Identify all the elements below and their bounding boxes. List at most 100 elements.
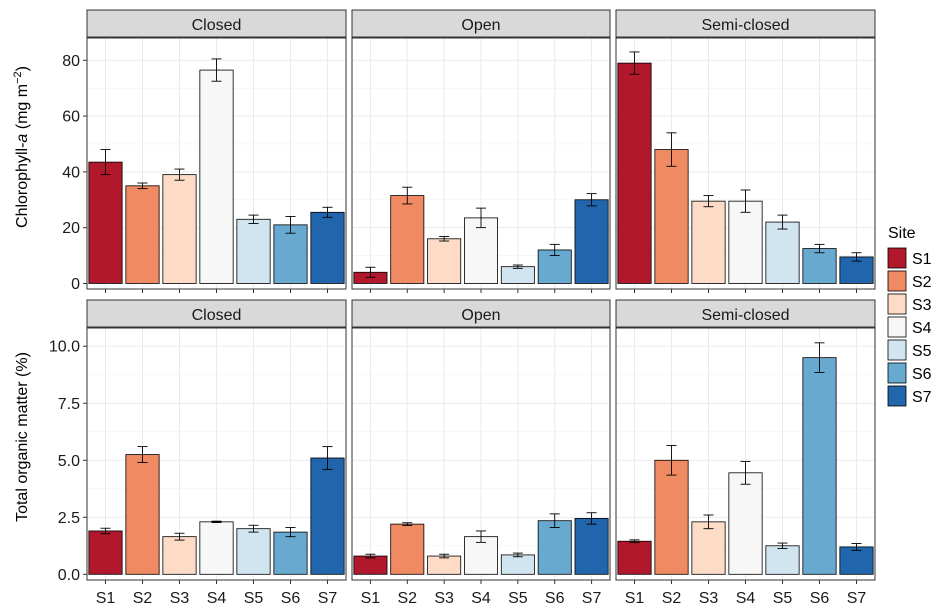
y-axis-title-chlorophyll: Chlorophyll-a (mg m−2) — [12, 66, 31, 228]
x-tick-label: S3 — [434, 590, 454, 607]
bar-S3 — [691, 521, 726, 575]
bar-S5 — [765, 545, 800, 575]
bar-S2 — [390, 523, 425, 575]
bar-S6 — [273, 224, 308, 284]
facet-strip — [351, 9, 611, 38]
bar-S6 — [273, 531, 308, 575]
bar-S4 — [199, 521, 234, 575]
panel-0-1: Open — [351, 9, 611, 293]
y-axis-title-unit: (mg m — [14, 84, 31, 134]
legend-label-S7: S7 — [912, 389, 932, 406]
legend-label-S5: S5 — [912, 343, 932, 360]
bar-S7 — [574, 518, 609, 575]
bar-S3 — [691, 200, 726, 284]
y-tick-label: 5.0 — [58, 453, 80, 470]
legend-title: Site — [888, 225, 916, 242]
bar-S6 — [802, 357, 837, 575]
y-tick-label: 10.0 — [49, 339, 80, 356]
x-tick-label: S7 — [318, 590, 338, 607]
bar-S1 — [617, 62, 652, 284]
bar-S1 — [617, 540, 652, 575]
bar-S2 — [125, 185, 160, 284]
x-tick-label: S4 — [207, 590, 227, 607]
bar-S5 — [500, 554, 535, 575]
facet-strip — [615, 9, 876, 38]
x-tick-label: S5 — [773, 590, 793, 607]
bar-S6 — [802, 248, 837, 284]
panel-1-0: Closed 0.0 2.5 5.0 7.5 10.0 S1 S2 S3 S4 S5 S6 S7 — [49, 299, 347, 607]
x-tick-label: S3 — [699, 590, 719, 607]
y-axis-title-close: ) — [14, 66, 31, 71]
facet-strip-label: Closed — [192, 307, 242, 324]
x-tick-label: S4 — [471, 590, 491, 607]
legend-key-S4 — [887, 316, 907, 338]
x-tick-label: S1 — [625, 590, 645, 607]
bar-S3 — [162, 536, 197, 575]
y-axis-title-italic: a — [14, 134, 31, 143]
bar-S1 — [88, 530, 123, 575]
bar-S4 — [464, 217, 498, 284]
x-tick-label: S3 — [170, 590, 190, 607]
y-tick-label: 40 — [62, 164, 80, 181]
y-tick-label: 7.5 — [58, 396, 80, 413]
legend-key-S7 — [887, 385, 907, 407]
legend: Site S1 S2 S3 S4 S5 S6 S7 — [887, 225, 932, 407]
x-tick-label: S1 — [96, 590, 116, 607]
facet-strip — [351, 299, 611, 328]
legend-key-S6 — [887, 362, 907, 384]
y-axis-title-superscript: −2 — [12, 71, 24, 84]
facet-strip-label: Semi-closed — [701, 307, 789, 324]
bar-S5 — [765, 221, 800, 284]
x-tick-label: S7 — [847, 590, 867, 607]
bar-S2 — [125, 454, 160, 575]
bar-S7 — [310, 211, 345, 284]
x-tick-label: S2 — [662, 590, 682, 607]
legend-items: S1 S2 S3 S4 S5 S6 S7 — [887, 247, 932, 407]
bar-S6 — [537, 520, 572, 575]
x-tick-label: S4 — [736, 590, 756, 607]
x-tick-label: S7 — [582, 590, 602, 607]
facet-strip — [615, 299, 876, 328]
x-tick-label: S6 — [545, 590, 565, 607]
bar-S2 — [654, 459, 689, 575]
bar-S1 — [353, 555, 388, 575]
facet-strip — [86, 9, 347, 38]
facet-strip-label: Open — [461, 307, 500, 324]
bar-S5 — [236, 528, 271, 575]
x-tick-label: S5 — [508, 590, 528, 607]
panel-0-0: Closed 0 20 40 60 80 — [62, 9, 347, 293]
y-tick-label: 80 — [62, 53, 80, 70]
bar-S2 — [390, 195, 425, 284]
bar-S7 — [310, 457, 345, 575]
panel-0-2: Semi-closed — [615, 9, 876, 293]
bar-S4 — [728, 472, 763, 575]
facet-strip-label: Closed — [192, 17, 242, 34]
y-tick-label: 20 — [62, 220, 80, 237]
bar-S7 — [839, 546, 874, 575]
bar-S5 — [500, 266, 535, 284]
panel-1-1: Open S1 S2 S3 S4 S5 S6 S7 — [351, 299, 611, 607]
facet-strip-label: Open — [461, 17, 500, 34]
legend-label-S1: S1 — [912, 251, 932, 268]
legend-label-S2: S2 — [912, 274, 932, 291]
legend-label-S3: S3 — [912, 297, 932, 314]
panel-1-2: Semi-closed S1 S2 S3 S4 S5 S6 S7 — [615, 299, 876, 607]
x-tick-label: S2 — [133, 590, 153, 607]
bar-S3 — [427, 238, 462, 284]
x-tick-label: S6 — [281, 590, 301, 607]
bar-S3 — [162, 174, 197, 284]
facet-strip-label: Semi-closed — [701, 17, 789, 34]
y-tick-label: 0.0 — [58, 567, 80, 584]
y-tick-label: 2.5 — [58, 510, 80, 527]
legend-label-S4: S4 — [912, 320, 932, 337]
bar-S4 — [728, 200, 763, 284]
legend-key-S1 — [887, 247, 907, 269]
y-axis-title-organic-matter: Total organic matter (%) — [14, 352, 31, 522]
legend-key-S2 — [887, 270, 907, 292]
legend-label-S6: S6 — [912, 366, 932, 383]
x-tick-label: S6 — [810, 590, 830, 607]
y-tick-label: 0 — [71, 276, 80, 293]
bar-S3 — [427, 555, 462, 575]
x-tick-label: S1 — [361, 590, 381, 607]
